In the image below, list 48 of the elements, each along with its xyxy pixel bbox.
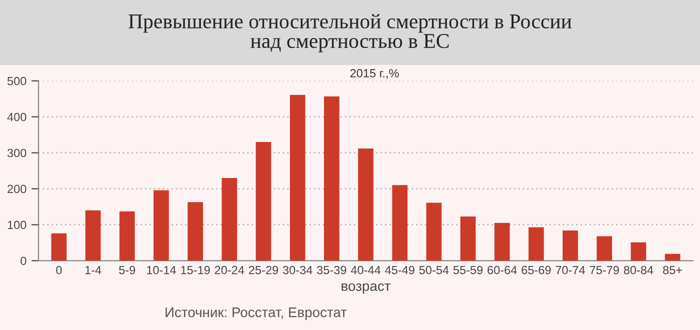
bar: [664, 254, 680, 261]
bar: [392, 185, 408, 261]
bar: [630, 242, 646, 261]
y-tick-label: 400: [7, 112, 26, 122]
x-axis-title: возраст: [342, 283, 390, 294]
x-tick-label: 15-19: [181, 266, 210, 274]
x-tick-label: 70-74: [556, 266, 586, 274]
bar: [188, 202, 203, 261]
bar: [222, 178, 238, 261]
x-tick-label: 60-64: [488, 266, 517, 274]
bar: [290, 94, 306, 261]
x-tick-label: 50-54: [419, 266, 449, 274]
x-tick-label: 80-84: [624, 266, 654, 274]
chart-title: Превышение относительной смертности в России над смертностью в ЕС: [128, 14, 572, 52]
x-tick-label: 30-34: [282, 266, 312, 274]
chart-subtitle: 2015 г.,%: [350, 69, 399, 79]
bar: [154, 190, 169, 261]
bar: [596, 236, 612, 261]
y-tick-label: 500: [7, 76, 26, 86]
x-tick-label: 40-44: [350, 266, 381, 274]
bar: [256, 142, 272, 261]
x-tick-label: 25-29: [248, 266, 278, 274]
bar: [324, 96, 340, 261]
y-tick-label: 0: [20, 256, 26, 266]
y-tick-label: 100: [8, 220, 26, 230]
x-tick-label: 20-24: [214, 266, 244, 274]
bar: [460, 216, 476, 261]
x-tick-label: 0: [56, 266, 62, 274]
x-tick-label: 45-49: [385, 266, 414, 274]
x-tick-label: 65-69: [522, 266, 551, 274]
bar: [562, 230, 578, 261]
bar: [426, 202, 442, 261]
bar: [85, 210, 101, 261]
bar: [119, 211, 135, 261]
bar: [51, 233, 67, 261]
x-tick-label: 5-9: [119, 266, 136, 274]
x-tick-label: 55-59: [453, 266, 483, 274]
x-tick-label: 75-79: [590, 266, 619, 274]
bar: [358, 148, 374, 261]
x-tick-label: 10-14: [147, 266, 176, 274]
x-tick-label: 85+: [663, 266, 682, 274]
y-tick-label: 200: [8, 184, 26, 194]
y-tick-label: 300: [7, 148, 26, 158]
x-tick-label: 1-4: [85, 266, 102, 274]
x-tick-label: 35-39: [317, 266, 346, 274]
bar: [494, 222, 510, 261]
text: Источник: Росстат, Евростат: [166, 308, 347, 320]
bar: [528, 227, 544, 261]
